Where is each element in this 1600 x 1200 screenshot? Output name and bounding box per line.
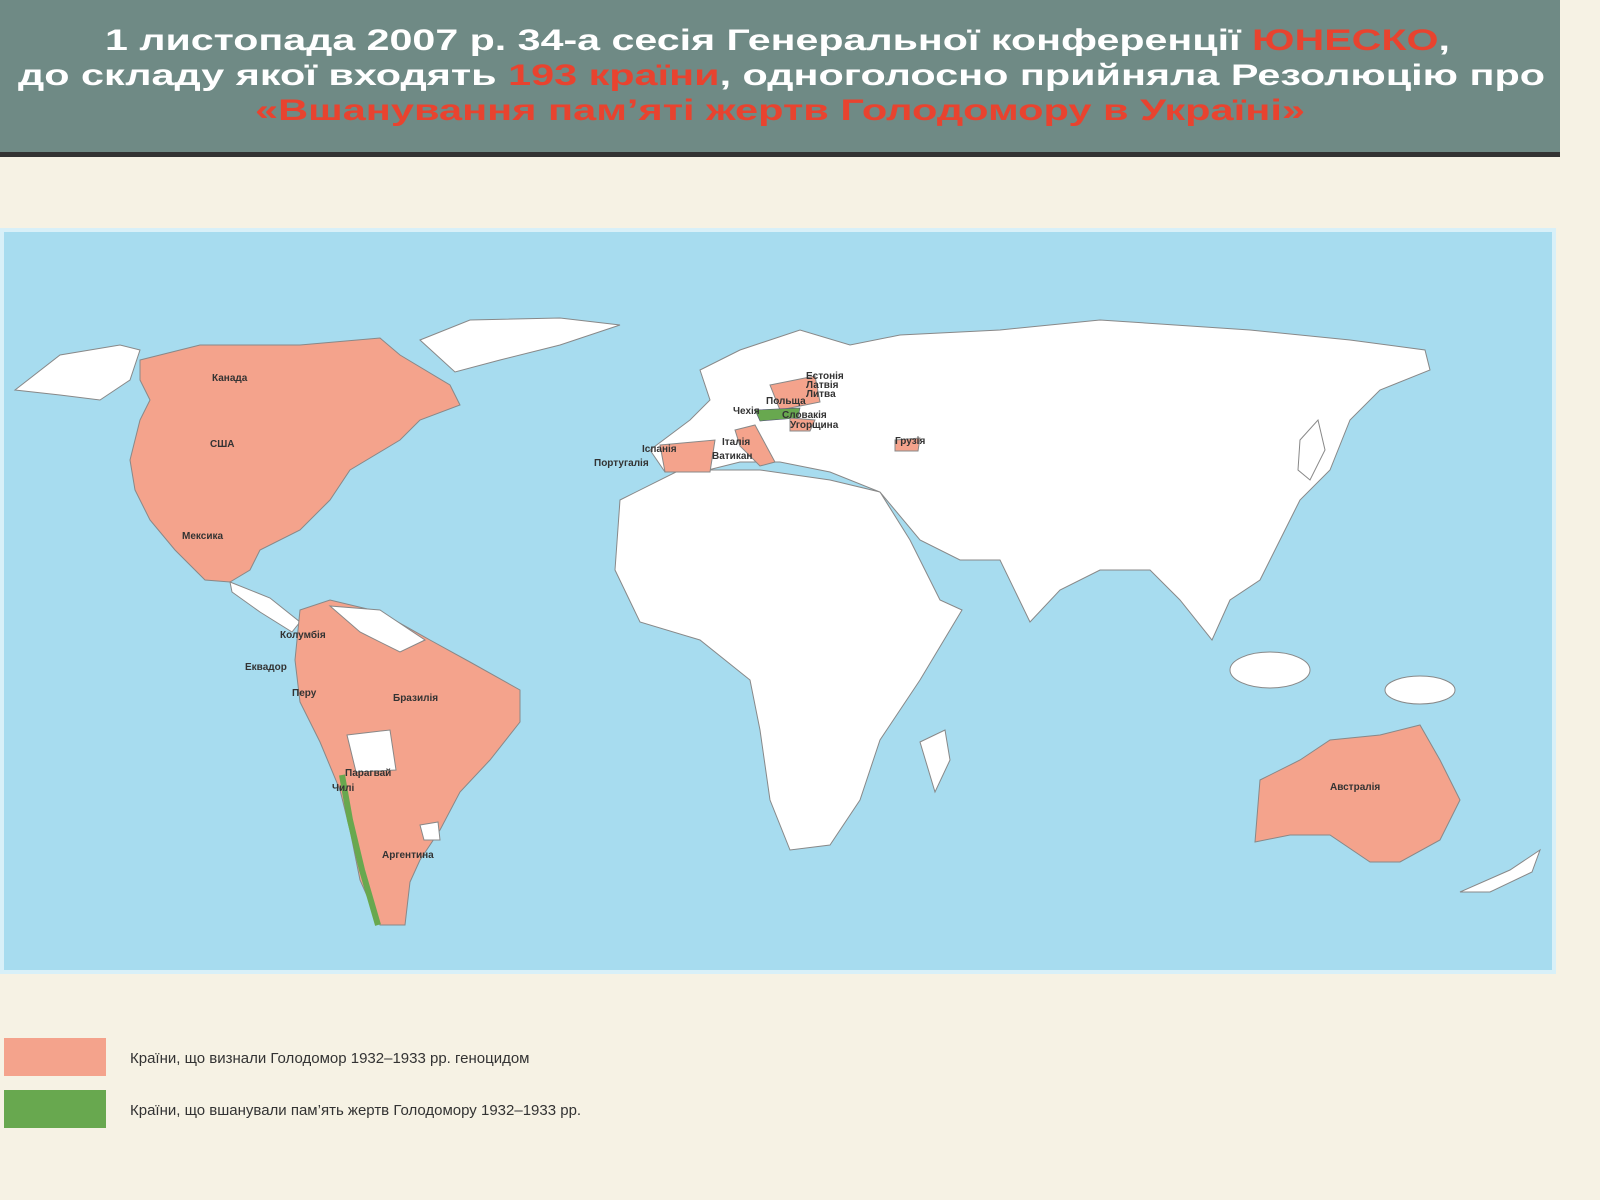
map-label: Грузія xyxy=(895,436,925,447)
georgia xyxy=(894,437,921,452)
header-rule xyxy=(0,152,1560,157)
header-line: 1 листопада 2007 р. 34-а сесія Генеральн… xyxy=(105,24,1450,57)
header-text: , одноголосно прийняла Резолюцію про xyxy=(720,59,1545,92)
central-america xyxy=(229,581,301,633)
madagascar xyxy=(919,729,951,794)
header-highlight: «Вшанування пам’яті жертв Голодомору в У… xyxy=(255,94,1305,127)
map-label: Ватикан xyxy=(712,451,752,462)
africa xyxy=(614,469,963,851)
legend-swatch xyxy=(4,1090,106,1128)
japan xyxy=(1297,418,1326,481)
map-label: Канада xyxy=(212,373,248,384)
map-label: Литва xyxy=(806,389,836,400)
map-label: Естонія xyxy=(806,371,844,382)
iberia xyxy=(659,439,716,473)
header-line: до складу якої входять 193 країни, одног… xyxy=(18,59,1545,92)
map-label: Бразилія xyxy=(393,693,438,704)
hungary xyxy=(789,417,816,432)
header-highlight: 193 країни xyxy=(508,59,720,92)
header-text: до складу якої входять xyxy=(18,59,508,92)
map: Канада США Мексика Колумбія Еквадор Перу… xyxy=(0,228,1556,974)
map-label: Словакія xyxy=(782,410,827,421)
map-label: Угорщина xyxy=(790,420,839,431)
north-america xyxy=(129,337,461,583)
map-label: Мексика xyxy=(182,531,223,542)
czech-slovakia xyxy=(754,407,801,422)
header-text: 1 листопада 2007 р. 34-а сесія Генеральн… xyxy=(105,24,1252,57)
south-america xyxy=(294,599,521,926)
greenland xyxy=(419,317,621,373)
header-highlight: ЮНЕСКО xyxy=(1252,24,1439,57)
map-label: Польща xyxy=(766,396,806,407)
italy xyxy=(734,424,776,467)
map-label: Перу xyxy=(292,688,317,699)
map-label: Еквадор xyxy=(245,662,287,673)
eurasia xyxy=(649,319,1431,641)
map-label: Аргентина xyxy=(382,850,434,861)
header-band xyxy=(0,0,1560,155)
map-label: Чилі xyxy=(332,783,355,794)
legend-label: Країни, що вшанували пам’ять жертв Голод… xyxy=(130,1102,581,1119)
header-text: , xyxy=(1439,24,1450,57)
bolivia xyxy=(346,729,397,773)
map-label: Іспанія xyxy=(642,444,677,455)
new-guinea xyxy=(1384,675,1456,705)
australia xyxy=(1254,724,1461,863)
map-label: США xyxy=(210,439,235,450)
chile-honoured xyxy=(339,774,381,926)
legend-swatch xyxy=(4,1038,106,1076)
uruguay xyxy=(419,821,441,841)
map-label: Австралія xyxy=(1330,782,1380,793)
map-label: Колумбія xyxy=(280,629,326,641)
map-label: Чехія xyxy=(733,406,760,417)
map-label: Латвія xyxy=(806,380,839,391)
map-label: Парагвай xyxy=(345,768,391,779)
legend: Країни, що визнали Голодомор 1932–1933 р… xyxy=(4,1038,581,1128)
header-line: «Вшанування пам’яті жертв Голодомору в У… xyxy=(255,94,1305,127)
venezuela-guianas xyxy=(328,605,427,653)
map-label: Португалія xyxy=(594,458,649,469)
map-label: Італія xyxy=(722,437,750,448)
alaska xyxy=(13,344,141,401)
indonesia xyxy=(1229,651,1311,689)
legend-label: Країни, що визнали Голодомор 1932–1933 р… xyxy=(130,1050,530,1067)
new-zealand xyxy=(1459,848,1541,893)
poland-baltics xyxy=(769,375,821,411)
